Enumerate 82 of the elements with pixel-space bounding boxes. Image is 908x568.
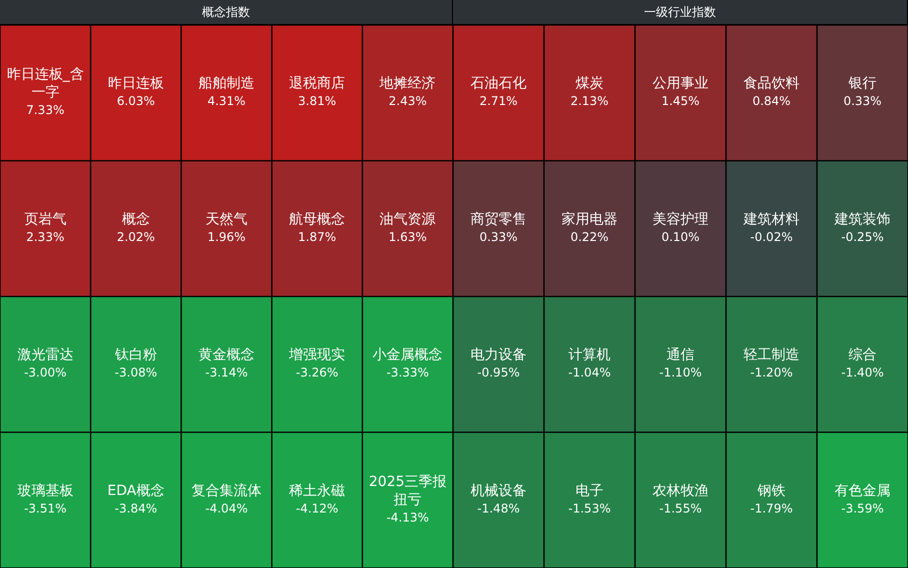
data-label: -1.04% <box>568 366 611 380</box>
annotation: 概念 <box>122 211 150 228</box>
annotation: 公用事业 <box>652 76 708 92</box>
data-label: -1.40% <box>841 366 884 380</box>
data-label: 3.81% <box>298 94 336 108</box>
annotation: 油气资源 <box>380 211 436 228</box>
chart-title: 概念指数 <box>0 0 453 25</box>
data-label: 6.03% <box>116 94 155 108</box>
annotation: 机械设备 <box>470 482 526 499</box>
annotation: 美容护理 <box>652 211 708 228</box>
data-label: -3.84% <box>114 501 158 516</box>
data-label: 0.22% <box>570 230 609 244</box>
annotation: 建筑材料 <box>742 211 800 228</box>
data-label: 2.43% <box>388 94 427 108</box>
data-label: -3.51% <box>24 501 67 516</box>
data-label: 0.33% <box>479 230 518 244</box>
data-label: -4.13% <box>386 510 429 524</box>
annotation: 钛白粉 <box>114 347 157 364</box>
data-label: -3.00% <box>24 366 67 380</box>
annotation: 激光雷达 <box>17 347 74 364</box>
annotation: 复合集流体 <box>192 482 262 499</box>
annotation: 玻璃基板 <box>17 482 74 499</box>
annotation: EDA概念 <box>107 482 164 499</box>
data-label: 1.96% <box>207 230 246 244</box>
annotation: 煤炭 <box>576 76 604 92</box>
annotation: 商贸零售 <box>470 211 526 228</box>
data-label: -1.79% <box>750 501 793 516</box>
annotation: 通信 <box>666 347 694 364</box>
data-label: -0.95% <box>477 366 520 380</box>
data-label: 1.45% <box>661 94 700 108</box>
data-label: -0.02% <box>750 230 793 244</box>
annotation: 电子 <box>576 482 604 499</box>
annotation: 昨日连板_含一字 <box>6 66 84 101</box>
data-label: -1.53% <box>568 501 611 516</box>
annotation: 电力设备 <box>470 347 526 364</box>
data-label: 1.63% <box>388 230 427 244</box>
annotation: 轻工制造 <box>744 347 800 364</box>
annotation: 船舶制造 <box>198 76 254 92</box>
data-label: 7.33% <box>26 103 64 117</box>
data-label: -4.04% <box>205 501 248 516</box>
data-label: -3.59% <box>841 501 884 516</box>
annotation: 综合 <box>848 347 876 364</box>
data-label: -1.10% <box>659 366 702 380</box>
chart-title: 一级行业指数 <box>453 0 908 25</box>
annotation: 航母概念 <box>289 211 346 228</box>
data-label: -3.08% <box>114 366 158 380</box>
annotation: 页岩气 <box>24 211 66 228</box>
annotation: 2025三季报扭亏 <box>368 474 447 508</box>
data-label: -1.20% <box>750 366 793 380</box>
data-label: 2.71% <box>479 94 518 108</box>
data-label: 0.84% <box>752 94 791 108</box>
annotation: 退税商店 <box>289 76 346 92</box>
annotation: 有色金属 <box>834 482 890 499</box>
annotation: 家用电器 <box>562 211 618 228</box>
annotation: 建筑装饰 <box>834 211 890 228</box>
annotation: 钢铁 <box>756 482 786 499</box>
annotation: 天然气 <box>206 211 248 228</box>
data-label: 0.33% <box>843 94 882 108</box>
annotation: 计算机 <box>568 347 610 364</box>
data-label: 0.10% <box>661 230 700 244</box>
data-label: 2.33% <box>26 230 64 244</box>
annotation: 石油石化 <box>470 76 526 92</box>
annotation: 银行 <box>848 76 876 92</box>
data-label: -4.12% <box>296 501 338 516</box>
annotation: 小金属概念 <box>372 347 443 364</box>
data-label: 2.02% <box>116 230 155 244</box>
data-label: -3.14% <box>205 366 248 380</box>
data-label: -0.25% <box>841 230 884 244</box>
annotation: 食品饮料 <box>744 76 800 92</box>
annotation: 增强现实 <box>288 347 346 364</box>
annotation: 昨日连板 <box>108 76 164 92</box>
data-label: -1.55% <box>659 501 702 516</box>
data-label: 4.31% <box>207 94 246 108</box>
data-label: -3.33% <box>386 366 429 380</box>
data-label: -3.26% <box>296 366 338 380</box>
annotation: 地摊经济 <box>378 76 436 92</box>
annotation: 黄金概念 <box>198 347 254 364</box>
data-label: -1.48% <box>477 501 520 516</box>
annotation: 稀土永磁 <box>289 482 346 499</box>
data-label: 1.87% <box>298 230 336 244</box>
annotation: 农林牧渔 <box>652 482 708 499</box>
data-label: 2.13% <box>570 94 609 108</box>
